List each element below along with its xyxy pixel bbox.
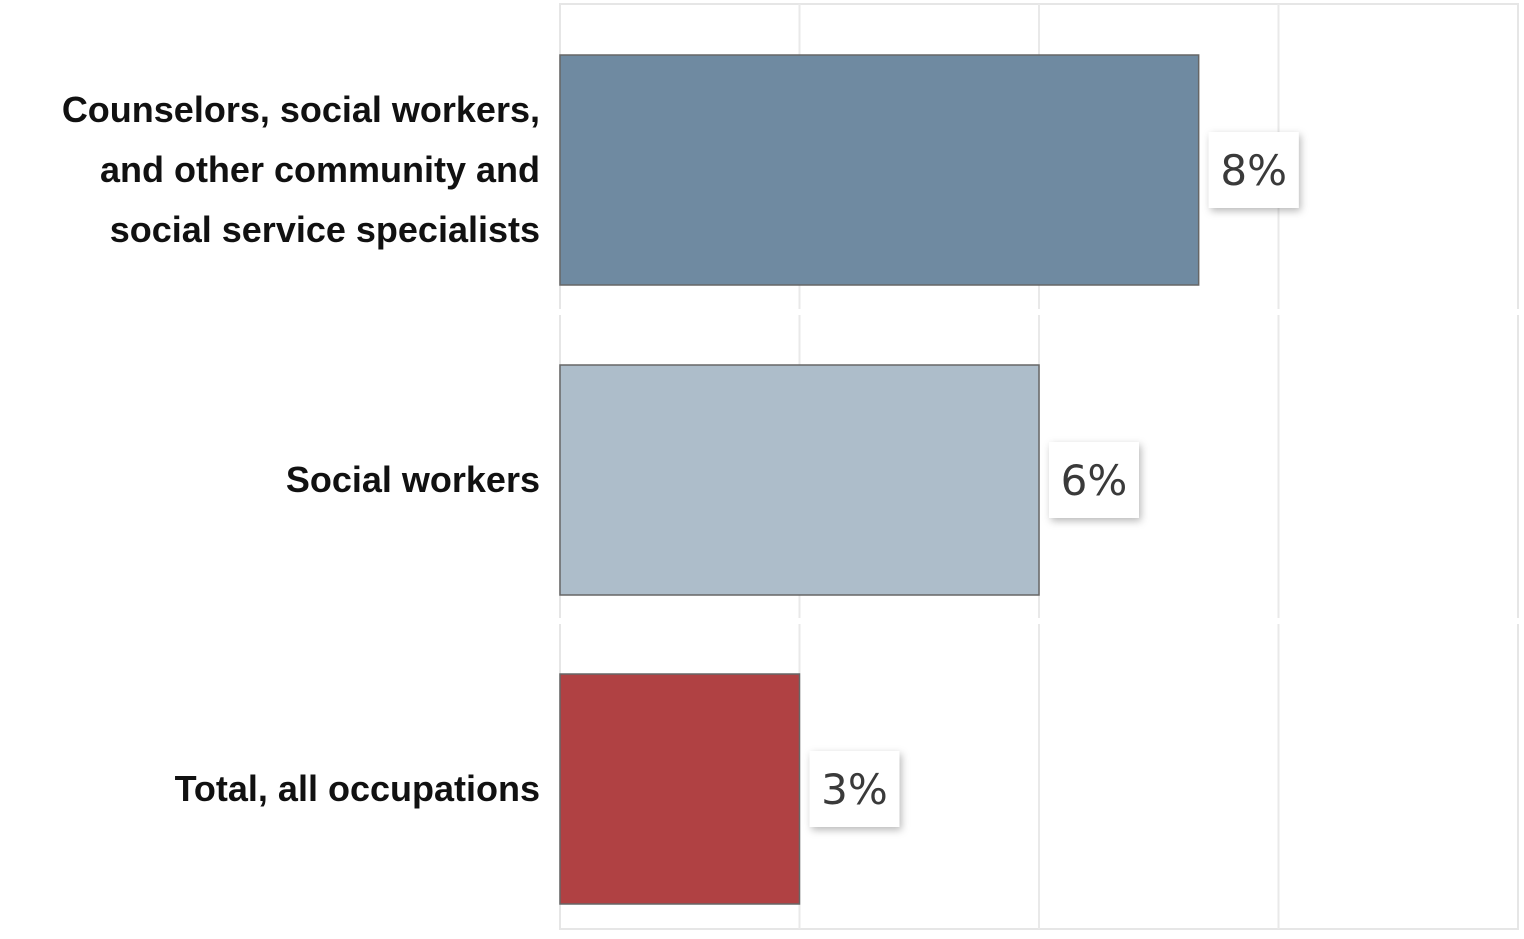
bar-1: [559, 54, 1200, 286]
value-label-1: 8%: [1220, 146, 1287, 195]
category-label-3-line-1: Total, all occupations: [175, 768, 540, 809]
value-label-box-1: [1208, 132, 1299, 208]
bar-2: [559, 364, 1040, 596]
category-label-1-line-3: social service specialists: [110, 209, 540, 250]
value-labels: 8% 6% 3%: [809, 132, 1299, 827]
row-separators: [558, 309, 1522, 624]
bars: [559, 54, 1200, 905]
value-label-2: 6%: [1061, 456, 1128, 505]
row-gap-2: [558, 618, 1522, 624]
category-label-1: Counselors, social workers, and other com…: [62, 89, 540, 250]
category-label-2: Social workers: [286, 459, 540, 500]
value-label-box-3: [809, 751, 900, 827]
category-label-2-line-1: Social workers: [286, 459, 540, 500]
value-label-3: 3%: [821, 765, 888, 814]
category-label-3: Total, all occupations: [175, 768, 540, 809]
category-labels: Counselors, social workers, and other com…: [62, 89, 540, 809]
category-label-1-line-2: and other community and: [100, 149, 540, 190]
bar-3: [559, 673, 801, 905]
row-gap-1: [558, 309, 1522, 315]
value-label-box-2: [1049, 442, 1139, 518]
category-label-1-line-1: Counselors, social workers,: [62, 89, 540, 130]
